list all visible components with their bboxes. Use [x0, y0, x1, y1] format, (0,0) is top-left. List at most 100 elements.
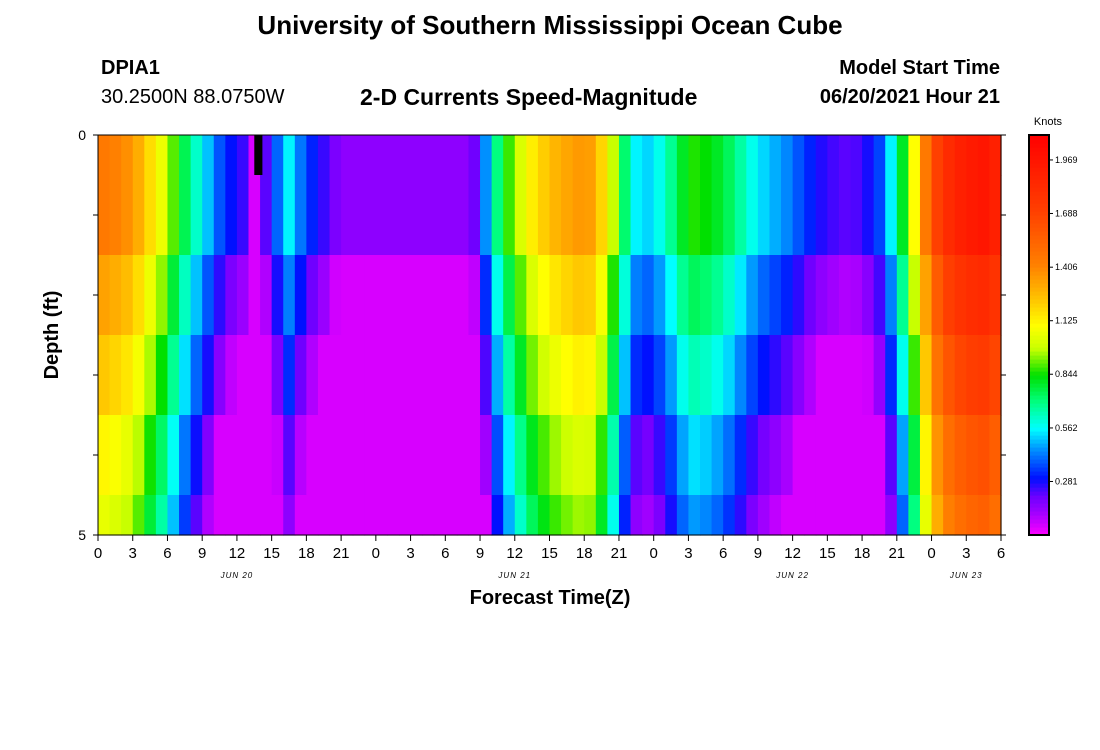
heatmap-cell — [433, 335, 446, 416]
colorbar-swatch — [1029, 235, 1049, 240]
heatmap-cell — [329, 175, 342, 256]
colorbar-swatch — [1029, 151, 1049, 156]
colorbar-swatch — [1029, 375, 1049, 380]
heatmap-cell — [989, 135, 1002, 176]
heatmap-cell — [179, 255, 192, 336]
heatmap-cell — [723, 135, 736, 176]
heatmap-cell — [387, 495, 400, 536]
heatmap-cell — [468, 335, 481, 416]
colorbar-swatch — [1029, 427, 1049, 432]
heatmap-cell — [202, 255, 215, 336]
heatmap-cell — [676, 335, 690, 416]
heatmap-cell — [283, 135, 296, 176]
heatmap-cell — [248, 175, 261, 256]
heatmap-cell — [943, 495, 956, 536]
heatmap-cell — [931, 415, 944, 496]
heatmap-cell — [572, 335, 585, 416]
colorbar-tick-label: 1.406 — [1055, 262, 1078, 272]
heatmap-cell — [781, 135, 794, 176]
heatmap-cell — [468, 175, 481, 256]
heatmap-cell — [306, 175, 319, 256]
heatmap-cell — [526, 135, 539, 176]
x-tick-label: 9 — [476, 545, 484, 562]
heatmap-cell — [885, 135, 898, 176]
heatmap-cell — [804, 135, 817, 176]
colorbar-swatch — [1029, 527, 1049, 532]
heatmap-cell — [642, 255, 655, 336]
heatmap-cell — [445, 495, 458, 536]
heatmap-cell — [491, 495, 504, 536]
heatmap-cell — [329, 335, 342, 416]
heatmap-cell — [607, 335, 620, 416]
heatmap-cell — [144, 335, 157, 416]
heatmap-cell — [329, 255, 342, 336]
heatmap-cell — [931, 335, 944, 416]
colorbar-swatch — [1029, 163, 1049, 168]
heatmap-cells — [97, 134, 1002, 536]
heatmap-cell — [132, 135, 145, 176]
heatmap-cell — [352, 175, 365, 256]
heatmap-cell — [341, 495, 354, 536]
x-tick-label: 15 — [541, 545, 558, 562]
heatmap-cell — [213, 495, 226, 536]
heatmap-cell — [317, 135, 331, 176]
heatmap-cell — [445, 175, 458, 256]
colorbar-legend: 1.969 1.688 1.406 1.125 0.844 0.562 0.281 — [1028, 134, 1078, 536]
heatmap-cell — [410, 255, 423, 336]
heatmap-cell — [352, 415, 365, 496]
colorbar-swatch — [1029, 399, 1049, 404]
heatmap-cell — [480, 255, 493, 336]
heatmap-cell — [410, 175, 423, 256]
heatmap-cell — [306, 255, 319, 336]
heatmap-cell — [642, 495, 655, 536]
heatmap-cell — [155, 335, 169, 416]
heatmap-cell — [213, 335, 226, 416]
heatmap-cell — [132, 415, 145, 496]
heatmap-cell — [966, 335, 979, 416]
heatmap-cell — [213, 415, 226, 496]
colorbar-swatch — [1029, 499, 1049, 504]
heatmap-cell — [260, 335, 273, 416]
colorbar-swatch — [1029, 359, 1049, 364]
heatmap-cell — [908, 415, 921, 496]
heatmap-cell — [155, 415, 169, 496]
heatmap-cell — [827, 135, 840, 176]
x-tick-label: 15 — [819, 545, 836, 562]
heatmap-cell — [144, 255, 157, 336]
colorbar-tick-label: 1.969 — [1055, 155, 1078, 165]
heatmap-cell — [561, 335, 574, 416]
model-start-label: Model Start Time — [839, 57, 1000, 79]
x-tick-label: 18 — [854, 545, 871, 562]
heatmap-cell — [271, 255, 284, 336]
heatmap-cell — [503, 135, 516, 176]
x-tick-label: 9 — [198, 545, 206, 562]
colorbar-swatch — [1029, 487, 1049, 492]
colorbar-swatch — [1029, 475, 1049, 480]
heatmap-cell — [121, 255, 134, 336]
heatmap-cell — [260, 175, 273, 256]
heatmap-cell — [607, 495, 620, 536]
heatmap-cell — [190, 255, 203, 336]
heatmap-cell — [595, 135, 608, 176]
heatmap-cell — [943, 175, 956, 256]
heatmap-cell — [862, 335, 875, 416]
heatmap-cell — [595, 495, 608, 536]
x-axis: 0 3 6 9 12 15 18 21 0 3 6 9 12 15 18 21 0 3 6 9 12 15 18 21 0 3 6 J… — [94, 535, 1005, 580]
heatmap-cell — [144, 135, 157, 176]
x-tick-label: 3 — [684, 545, 692, 562]
heatmap-cell — [399, 135, 412, 176]
x-date-label: JUN 21 — [497, 571, 531, 580]
heatmap-cell — [260, 495, 273, 536]
colorbar-swatch — [1029, 507, 1049, 512]
colorbar-swatch — [1029, 259, 1049, 264]
heatmap-cell — [757, 175, 771, 256]
heatmap-cell — [862, 175, 875, 256]
heatmap-cell — [225, 175, 238, 256]
colorbar-swatch — [1029, 431, 1049, 436]
colorbar-swatch — [1029, 243, 1049, 248]
colorbar-swatch — [1029, 379, 1049, 384]
heatmap-cell — [364, 135, 377, 176]
heatmap-cell — [155, 175, 169, 256]
heatmap-cell — [294, 495, 307, 536]
heatmap-cell — [190, 415, 203, 496]
